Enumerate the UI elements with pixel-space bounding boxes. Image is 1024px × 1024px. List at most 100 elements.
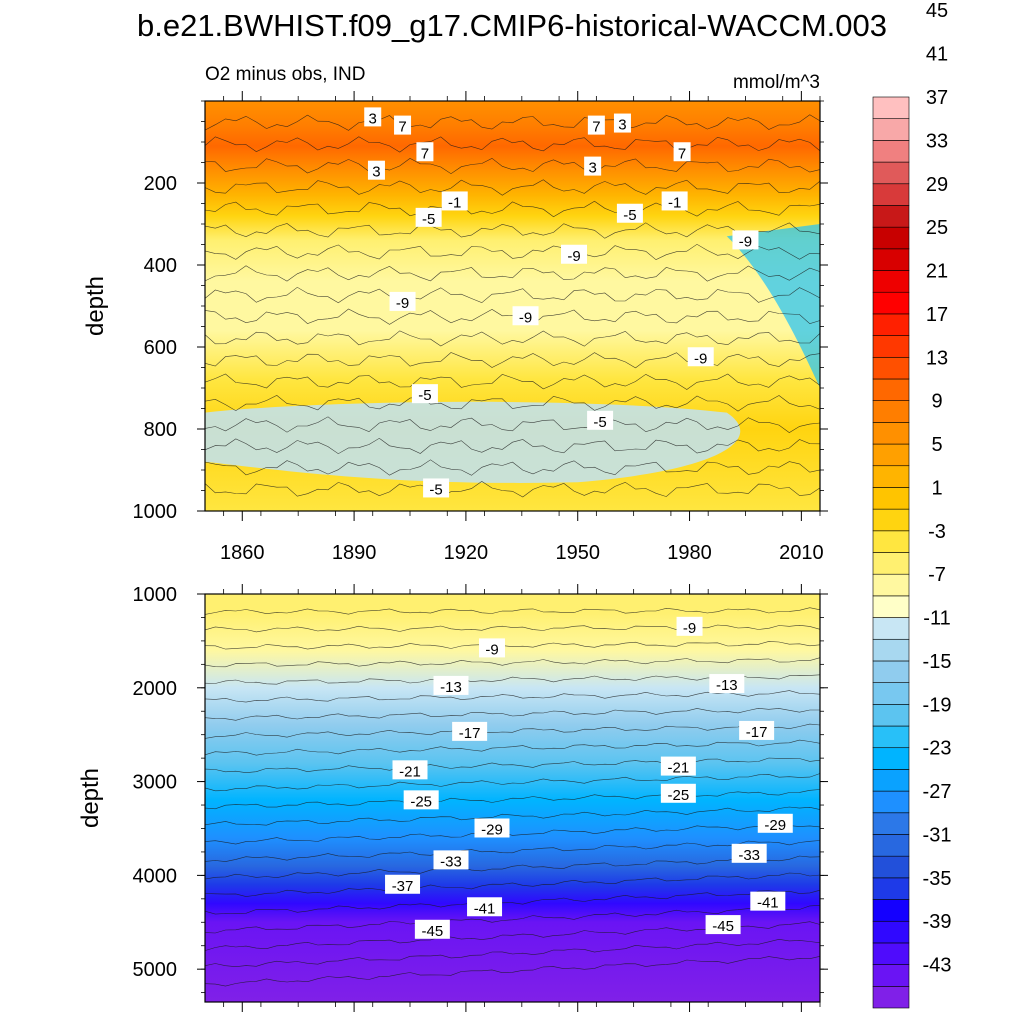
colorbar-box (872, 422, 910, 445)
y-tick-label: 400 (144, 255, 177, 277)
colorbar-label: 1 (931, 477, 942, 499)
contour-label-text: -13 (716, 677, 738, 694)
contour-label: -9 (676, 616, 703, 637)
colorbar-box (872, 530, 910, 553)
contour-line (204, 690, 821, 703)
contour-line (204, 739, 821, 756)
contour-label-text: -21 (399, 763, 421, 780)
contour-label: -9 (389, 291, 416, 312)
contour-line (204, 889, 821, 915)
contour-label-text: -25 (410, 793, 432, 810)
contour-fill-patch (205, 401, 741, 483)
contour-label: -21 (660, 756, 696, 777)
contour-label-box (587, 410, 614, 430)
contour-line (204, 773, 821, 792)
colorbar-box (872, 573, 910, 597)
top-contour-lines (204, 114, 821, 498)
contour-line (204, 416, 821, 433)
contour-label-box (709, 674, 745, 694)
contour-label-text: 7 (592, 119, 600, 136)
contour-label-text: -1 (668, 194, 681, 211)
contour-label-text: -41 (757, 895, 779, 912)
top-filled-contours (205, 101, 820, 511)
contour-label: -45 (414, 919, 450, 940)
colorbar-box (872, 942, 910, 965)
contour-label-box (750, 891, 786, 911)
contour-label-text: -9 (485, 641, 498, 658)
colorbar-box (872, 335, 910, 358)
colorbar-box (872, 270, 910, 293)
contour-label: -9 (512, 306, 539, 326)
colorbar-box (872, 638, 910, 662)
colorbar-box (872, 508, 910, 532)
colorbar-label: -43 (923, 955, 952, 977)
colorbar-boxes (872, 96, 910, 1009)
contour-label-text: -13 (440, 679, 462, 696)
contour-label-box (676, 616, 703, 636)
units-label: mmol/m^3 (733, 72, 820, 93)
contour-label: -5 (587, 410, 614, 431)
contour-label: -33 (433, 850, 469, 870)
y-tick-label: 3000 (133, 772, 178, 794)
y-tick-label: 1000 (133, 501, 178, 523)
colorbar-label: -31 (923, 824, 952, 846)
contour-label: -5 (616, 203, 643, 224)
contour-label-text: -9 (694, 350, 707, 367)
y-tick-label: 200 (144, 173, 177, 195)
chart-title: b.e21.BWHIST.f09_g17.CMIP6-historical-WA… (137, 8, 887, 43)
contour-label-text: -9 (519, 309, 532, 326)
contour-label-text: 7 (398, 119, 406, 136)
top-x-axis: 1860 1890 1920 1950 1980 2010 (220, 91, 824, 564)
colorbar-label: -11 (923, 608, 950, 630)
contour-label-box (479, 638, 505, 658)
contour-label: 7 (416, 142, 434, 162)
contour-label-text: -9 (739, 233, 752, 250)
contour-line (204, 855, 821, 880)
x-tick-label: 1920 (444, 542, 489, 564)
colorbar-box (872, 920, 910, 944)
colorbar-box (872, 769, 910, 792)
contour-label-text: -45 (712, 918, 734, 935)
contour-label: -13 (433, 675, 469, 696)
colorbar-box (872, 118, 910, 141)
contour-label: -41 (750, 891, 786, 912)
contour-line (204, 265, 821, 282)
contour-line (204, 481, 821, 498)
contour-label-text: -29 (481, 821, 503, 838)
contour-label-text: -1 (448, 194, 461, 211)
contour-line (204, 757, 821, 774)
contour-label-text: -33 (440, 853, 462, 870)
contour-line (204, 373, 821, 390)
colorbar-box (872, 465, 910, 488)
colorbar-box (872, 378, 910, 401)
x-tick-label: 1890 (332, 542, 377, 564)
contour-label-box (673, 142, 691, 162)
colorbar-box (872, 140, 910, 163)
contour-label: 3 (367, 160, 385, 181)
colorbar-box (872, 552, 910, 575)
colorbar-label: -7 (928, 564, 946, 586)
contour-line (204, 437, 821, 455)
colorbar-box (872, 226, 910, 250)
contour-label: -9 (561, 244, 587, 265)
contour-label-text: -9 (683, 620, 696, 637)
contour-line (204, 179, 821, 196)
contour-line (204, 707, 820, 721)
contour-label: -9 (479, 638, 505, 658)
contour-label: 3 (613, 113, 631, 134)
colorbar-label: 25 (926, 217, 948, 239)
colorbar-box (872, 595, 910, 618)
contour-line (204, 243, 821, 261)
colorbar-label: 29 (926, 174, 948, 196)
x-tick-label: 1860 (220, 542, 265, 564)
contour-line (204, 872, 821, 897)
contour-label: -1 (441, 191, 468, 211)
bottom-x-axis (223, 584, 821, 1012)
contour-line (204, 157, 821, 175)
colorbar-label: -15 (923, 651, 952, 673)
contour-label-text: -5 (623, 207, 636, 224)
contour-label-box (661, 191, 688, 211)
contour-label-text: 3 (372, 164, 380, 181)
contour-label-text: 3 (618, 117, 626, 134)
top-y-axis-label: depth (82, 276, 109, 336)
